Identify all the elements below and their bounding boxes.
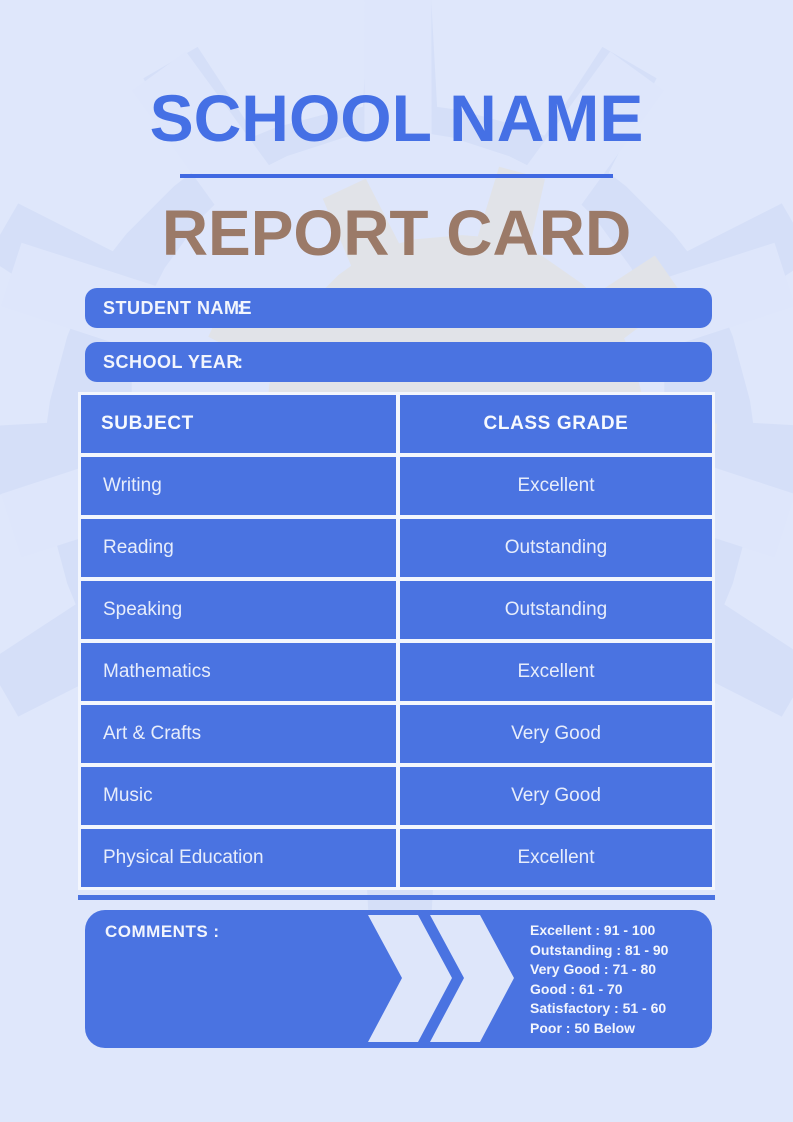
school-year-value[interactable]	[255, 342, 700, 382]
grading-scale-line: Very Good : 71 - 80	[530, 961, 657, 977]
school-year-label: SCHOOL YEAR	[103, 352, 240, 372]
school-year-colon: :	[237, 352, 244, 372]
student-name-value[interactable]	[255, 288, 700, 328]
table-row-grade: Excellent	[400, 643, 712, 701]
school-year-bar: SCHOOL YEAR :	[85, 342, 712, 382]
table-row-subject: Music	[81, 767, 396, 825]
student-name-colon: :	[237, 298, 244, 318]
table-row-subject: Physical Education	[81, 829, 396, 887]
table-row-subject: Speaking	[81, 581, 396, 639]
table-row-subject: Reading	[81, 519, 396, 577]
double-chevron-right-icon	[368, 915, 514, 1042]
grading-scale-line: Good : 61 - 70	[530, 980, 623, 997]
table-bottom-accent	[78, 895, 715, 900]
grading-scale-line: Excellent : 91 - 100	[530, 922, 656, 938]
comments-value[interactable]	[105, 950, 355, 1036]
grading-scale-legend: Excellent : 91 - 100 Outstanding : 81 - …	[530, 921, 708, 1038]
table-row-grade: Outstanding	[400, 581, 712, 639]
grading-scale-line: Poor : 50 Below	[530, 1019, 636, 1036]
title-divider	[180, 174, 613, 178]
table-row-subject: Writing	[81, 457, 396, 515]
column-header-class-grade: CLASS GRADE	[400, 395, 712, 453]
comments-label: COMMENTS :	[105, 922, 220, 941]
table-row-subject: Mathematics	[81, 643, 396, 701]
column-header-subject: SUBJECT	[81, 395, 396, 453]
table-row-grade: Excellent	[400, 457, 712, 515]
table-row-grade: Very Good	[400, 705, 712, 763]
table-row-grade: Outstanding	[400, 519, 712, 577]
grading-scale-line: Satisfactory : 51 - 60	[530, 1000, 667, 1016]
table-row-grade: Very Good	[400, 767, 712, 825]
student-name-label: STUDENT NAME	[103, 298, 252, 318]
page-title: SCHOOL NAME	[149, 81, 644, 155]
student-name-bar: STUDENT NAME :	[85, 288, 712, 328]
grade-table: SUBJECT CLASS GRADE Writing Excellent Re…	[78, 392, 715, 890]
grading-scale-line: Outstanding : 81 - 90	[530, 941, 669, 958]
comments-box: COMMENTS : Excellent : 91 - 100 Outstand…	[85, 910, 712, 1048]
table-row-grade: Excellent	[400, 829, 712, 887]
page-subtitle: REPORT CARD	[161, 197, 632, 269]
table-row-subject: Art & Crafts	[81, 705, 396, 763]
